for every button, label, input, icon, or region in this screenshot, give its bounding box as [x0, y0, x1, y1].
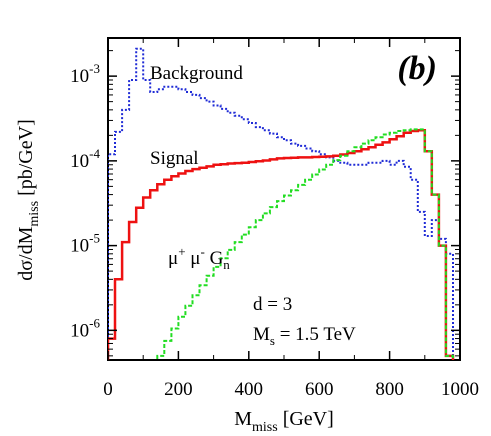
ms-main: M: [253, 324, 270, 345]
y-tick-label: 10-4: [70, 146, 100, 172]
x-tick-label: 1000: [441, 379, 479, 400]
x-tick-label: 600: [305, 379, 334, 400]
ms-sub: s: [270, 333, 275, 348]
x-tick-label: 400: [235, 379, 264, 400]
ms-annotation: Ms = 1.5 TeV: [253, 324, 356, 348]
y-axis-label-unit: [pb/GeV]: [15, 119, 37, 201]
x-tick-label: 200: [164, 379, 193, 400]
ms-value: = 1.5 TeV: [275, 324, 356, 345]
signal-annotation: Signal: [150, 148, 199, 169]
mumu-sub-n: n: [223, 257, 230, 272]
mumu-mid: μ: [186, 248, 201, 269]
y-axis-label: dσ/dMmiss [pb/GeV]: [15, 119, 42, 280]
d-annotation: d = 3: [253, 294, 292, 315]
mumu-sup-minus: -: [200, 244, 204, 259]
mumu-gn-annotation: μ+ μ- Gn: [168, 244, 230, 272]
series-2-line: [156, 128, 454, 360]
x-tick-label: 800: [375, 379, 404, 400]
y-tick-label: 10-5: [70, 231, 100, 257]
y-tick-label: 10-3: [70, 61, 100, 87]
mumu-g: G: [205, 248, 224, 269]
x-tick-label: 0: [103, 379, 113, 400]
tick-layer: 0 200 400 600 800 1000 10-6 10-5 10-4 10-3: [70, 38, 479, 400]
mumu-sup-plus: +: [178, 244, 185, 259]
series-0-line: [108, 47, 454, 360]
x-axis-label-sub: miss: [252, 420, 278, 435]
panel-label: (b): [397, 50, 437, 87]
x-axis-label: Mmiss [GeV]: [234, 408, 334, 435]
mumu-pre: μ: [168, 248, 178, 269]
x-axis-label-unit: [GeV]: [278, 408, 334, 430]
series-1-line: [108, 128, 455, 360]
x-axis-label-main: M: [234, 408, 252, 430]
y-tick-label: 10-6: [70, 315, 100, 341]
y-axis-label-main: dσ/dM: [15, 226, 37, 280]
series-layer: [108, 47, 455, 360]
background-annotation: Background: [150, 63, 243, 84]
y-axis-label-sub: miss: [27, 201, 42, 227]
